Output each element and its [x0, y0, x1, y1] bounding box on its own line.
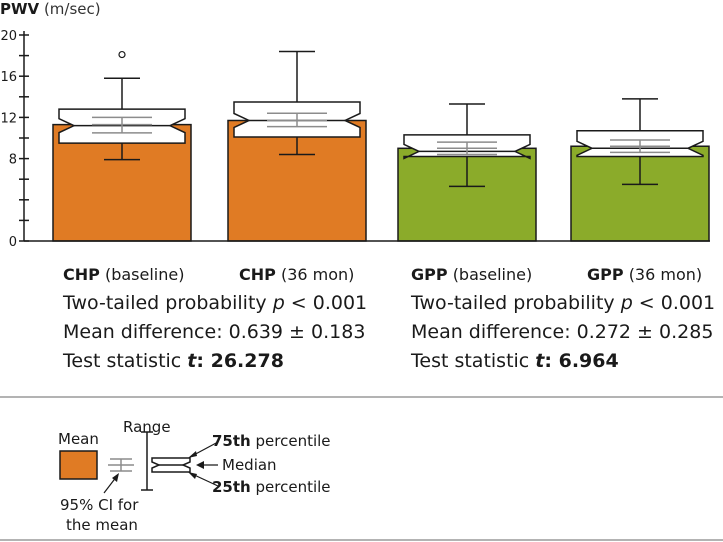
- stats-chp: Two-tailed probability p < 0.001 Mean di…: [63, 289, 367, 376]
- y-axis-label: PWV (m/sec): [0, 0, 101, 18]
- legend-mean-swatch: [59, 450, 98, 480]
- divider-top: [0, 396, 723, 398]
- legend-range-label: Range: [123, 418, 171, 436]
- divider-bottom: [0, 539, 723, 541]
- mean-difference-line: Mean difference: 0.272 ± 0.285: [411, 321, 714, 343]
- group-label-gpp-baseline: GPP (baseline): [411, 265, 533, 284]
- legend-mean-label: Mean: [58, 430, 99, 448]
- probability-line: Two-tailed probability p < 0.001: [63, 292, 368, 314]
- stats-gpp: Two-tailed probability p < 0.001 Mean di…: [411, 289, 715, 376]
- probability-line: Two-tailed probability p < 0.001: [411, 292, 716, 314]
- box-plot-chart: 0 8 12 16 20: [0, 29, 710, 250]
- group-label-chp-baseline: CHP (baseline): [63, 265, 185, 284]
- test-statistic-line: Test statistic t: 26.278: [63, 350, 284, 372]
- test-statistic-line: Test statistic t: 6.964: [411, 350, 619, 372]
- group-1-outlier: [118, 50, 126, 59]
- y-tick-label: 16: [0, 70, 17, 85]
- legend-median-label: Median: [222, 456, 277, 474]
- y-tick-label: 0: [9, 235, 17, 250]
- y-tick-label: 20: [0, 29, 17, 44]
- mean-difference-line: Mean difference: 0.639 ± 0.183: [63, 321, 366, 343]
- legend-ci-label-2: the mean: [66, 516, 138, 534]
- y-tick-label: 12: [0, 111, 17, 126]
- legend-25th-label: 25th percentile: [212, 478, 331, 496]
- group-label-gpp-36mon: GPP (36 mon): [587, 265, 703, 284]
- legend-75th-label: 75th percentile: [212, 432, 331, 450]
- legend-ci-label-1: 95% CI for: [60, 496, 139, 514]
- y-tick-label: 8: [9, 153, 17, 168]
- legend-graphic: [59, 431, 219, 494]
- group-label-chp-36mon: CHP (36 mon): [239, 265, 355, 284]
